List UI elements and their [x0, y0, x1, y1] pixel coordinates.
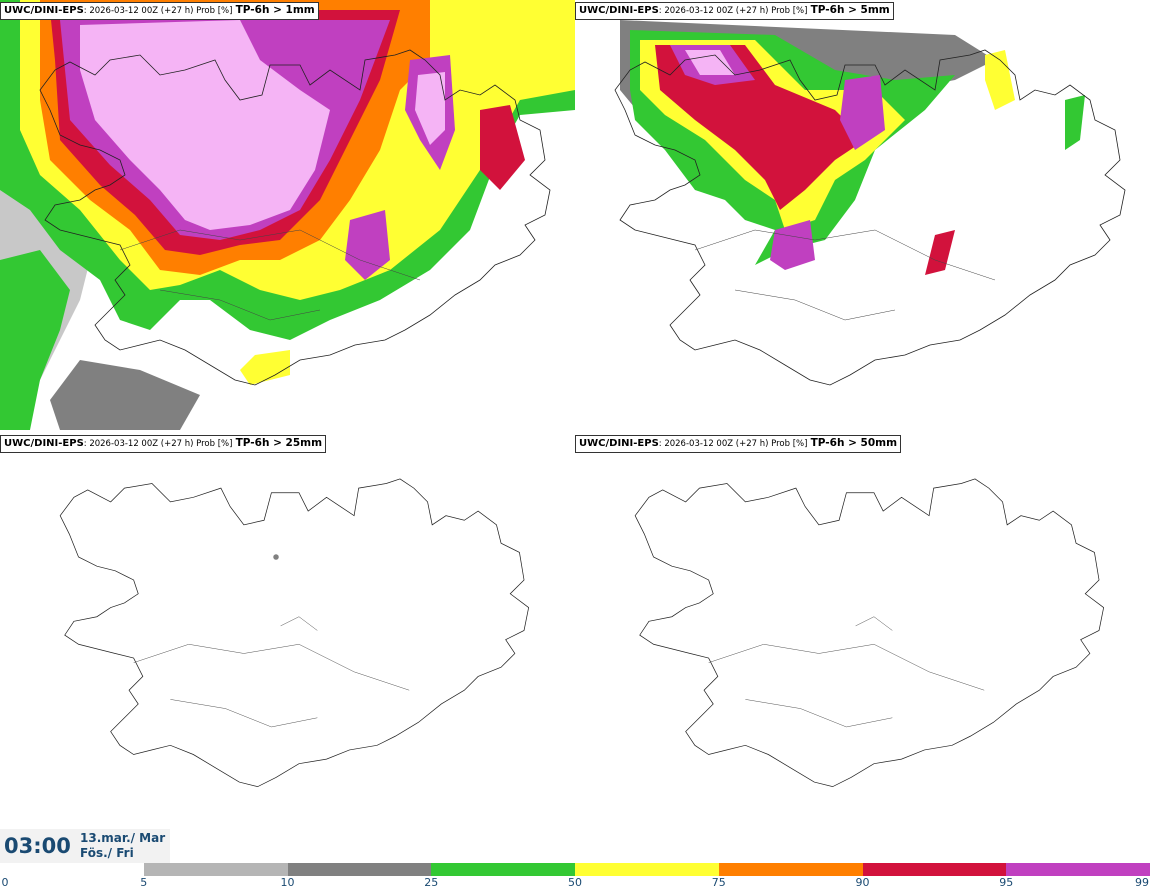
- map-panel-5mm: UWC/DINI-EPS: 2026-03-12 00Z (+27 h) Pro…: [575, 0, 1150, 430]
- colorbar-segment: [718, 863, 863, 876]
- colorbar-tick-label: 10: [280, 876, 295, 889]
- colorbar-segment: [143, 863, 288, 876]
- probability-map-25mm: [23, 433, 552, 828]
- parameter-label: TP-6h > 1mm: [235, 4, 315, 16]
- valid-date: 13.mar./ Mar: [80, 831, 166, 845]
- parameter-label: TP-6h > 50mm: [810, 437, 898, 449]
- colorbar-tick-label: 50: [568, 876, 582, 889]
- model-name: UWC/DINI-EPS: [579, 438, 659, 449]
- map-panel-1mm: UWC/DINI-EPS: 2026-03-12 00Z (+27 h) Pro…: [0, 0, 575, 430]
- model-name: UWC/DINI-EPS: [579, 5, 659, 16]
- run-meta: : 2026-03-12 00Z (+27 h) Prob [%]: [658, 6, 808, 16]
- model-name: UWC/DINI-EPS: [4, 5, 84, 16]
- probability-map-1mm: [0, 0, 575, 430]
- parameter-label: TP-6h > 5mm: [810, 4, 890, 16]
- colorbar-segment: [287, 863, 432, 876]
- probability-map-50mm: [598, 433, 1127, 828]
- valid-time: 03:00: [4, 834, 71, 858]
- map-panel-50mm: UWC/DINI-EPS: 2026-03-12 00Z (+27 h) Pro…: [575, 433, 1150, 863]
- model-name: UWC/DINI-EPS: [4, 438, 84, 449]
- colorbar-tick-label: 99: [1135, 876, 1149, 889]
- colorbar-tick-label: 95: [999, 876, 1014, 889]
- colorbar-tick-labels: 0 5 10 25 50 75 90 95 99: [0, 876, 1150, 891]
- colorbar-tick-label: 75: [711, 876, 726, 889]
- probability-colorbar: [0, 863, 1150, 876]
- colorbar-segment: [575, 863, 719, 876]
- colorbar-tick-label: 90: [855, 876, 870, 889]
- panel-title: UWC/DINI-EPS: 2026-03-12 00Z (+27 h) Pro…: [0, 2, 319, 20]
- colorbar-segment: [0, 863, 144, 876]
- colorbar-segment: [1006, 863, 1150, 876]
- colorbar-segment: [862, 863, 1007, 876]
- panel-title: UWC/DINI-EPS: 2026-03-12 00Z (+27 h) Pro…: [575, 435, 902, 453]
- colorbar-tick-label: 5: [140, 876, 148, 889]
- valid-time-box: 03:00 13.mar./ Mar Fös./ Fri: [0, 829, 170, 863]
- run-meta: : 2026-03-12 00Z (+27 h) Prob [%]: [83, 6, 233, 16]
- map-panel-25mm: UWC/DINI-EPS: 2026-03-12 00Z (+27 h) Pro…: [0, 433, 575, 863]
- colorbar-tick-label: 25: [424, 876, 439, 889]
- parameter-label: TP-6h > 25mm: [235, 437, 323, 449]
- panel-title: UWC/DINI-EPS: 2026-03-12 00Z (+27 h) Pro…: [0, 435, 327, 453]
- run-meta: : 2026-03-12 00Z (+27 h) Prob [%]: [658, 439, 808, 449]
- colorbar-segment: [431, 863, 575, 876]
- run-meta: : 2026-03-12 00Z (+27 h) Prob [%]: [83, 439, 233, 449]
- probability-map-5mm: [575, 0, 1150, 430]
- valid-weekday: Fös./ Fri: [80, 846, 134, 860]
- colorbar-tick-label: 0: [1, 876, 9, 889]
- panel-title: UWC/DINI-EPS: 2026-03-12 00Z (+27 h) Pro…: [575, 2, 894, 20]
